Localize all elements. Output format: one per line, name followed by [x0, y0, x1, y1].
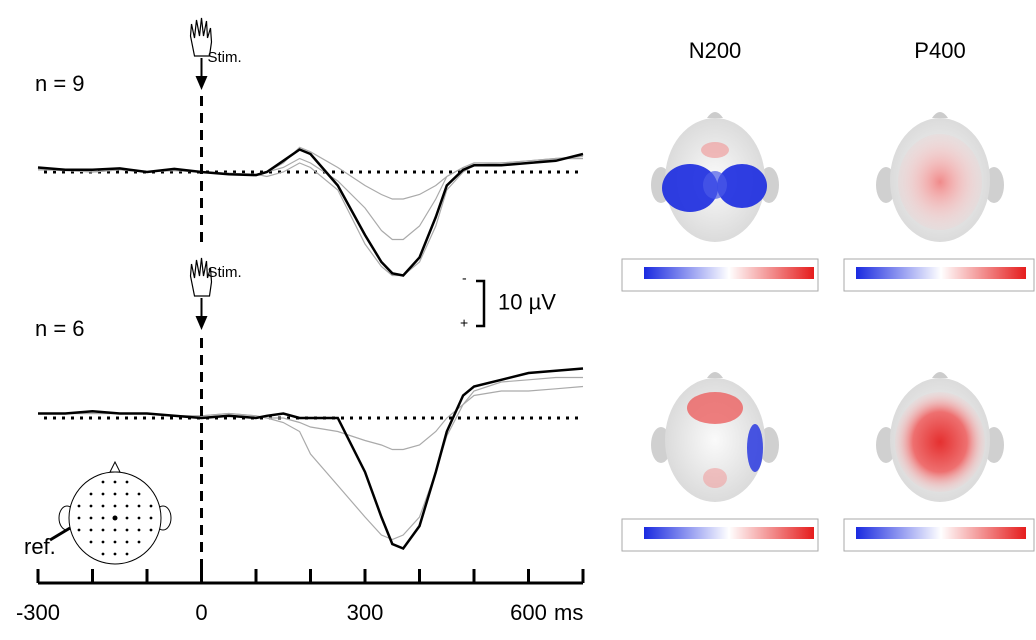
- waveform: [37, 157, 583, 277]
- x-tick-label: 300: [347, 600, 384, 625]
- x-tick-label: 0: [195, 600, 207, 625]
- hand-icon: [189, 17, 213, 57]
- x-tick-label: 600: [510, 600, 547, 625]
- waveform: [37, 148, 584, 277]
- arrow-head: [195, 316, 208, 330]
- scale-bar: [476, 279, 486, 328]
- waveform: [38, 367, 584, 551]
- x-unit: ms: [554, 600, 583, 625]
- column-header: P400: [914, 38, 965, 63]
- scale-label: 10 µV: [498, 289, 556, 314]
- scale-sign: +: [460, 315, 468, 331]
- topomap: [876, 112, 1004, 242]
- stimulus-label: Stim.: [208, 264, 242, 281]
- stimulus-label: Stim.: [208, 49, 242, 66]
- column-header: N200: [689, 38, 742, 63]
- waveform: [38, 157, 583, 241]
- panel-label: n = 9: [35, 71, 85, 96]
- ref-label: ref.: [24, 534, 56, 559]
- colorbar: [621, 258, 1035, 552]
- topomap: [651, 112, 779, 242]
- hand-icon: [189, 257, 213, 297]
- panel-label: n = 6: [35, 316, 85, 341]
- x-tick-label: -300: [16, 600, 60, 625]
- scale-sign: -: [462, 270, 467, 286]
- topomaps: N200 P400: [621, 38, 1035, 552]
- arrow-head: [195, 76, 208, 90]
- topomap: [651, 372, 779, 502]
- topomap: [876, 372, 1004, 502]
- waveform-panels: n = 9 Stim. n = 6 Stim. 10 µV - + -300 0 300 600 ms: [16, 17, 585, 625]
- electrode-map: ref.: [24, 460, 172, 565]
